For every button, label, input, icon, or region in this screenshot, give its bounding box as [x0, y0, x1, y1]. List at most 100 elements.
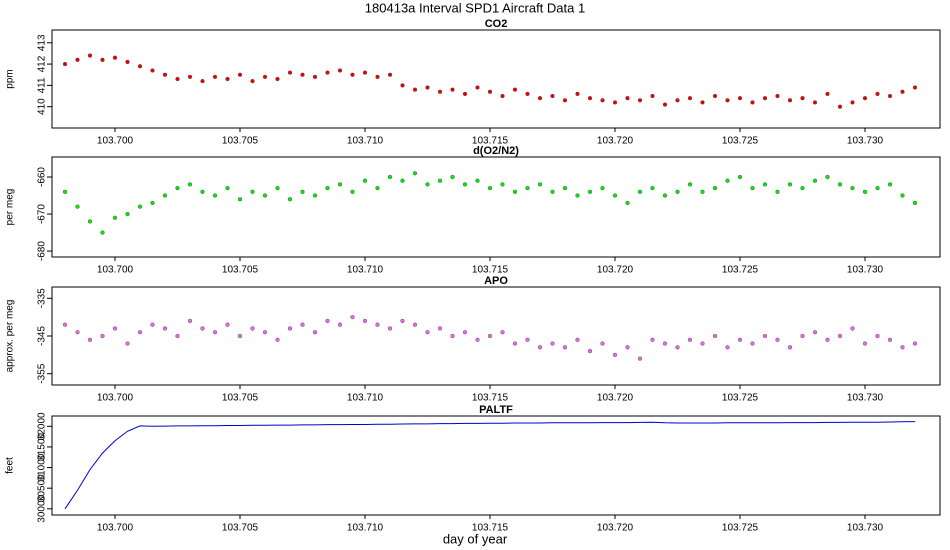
data-point: [312, 330, 318, 335]
data-point: [912, 85, 918, 90]
data-point: [775, 337, 780, 342]
data-point: [312, 74, 318, 79]
data-point: [125, 59, 130, 65]
data-point: [362, 178, 368, 183]
x-tick-label: 103.700: [97, 393, 134, 404]
data-point: [912, 341, 918, 346]
x-tick-label: 103.705: [222, 523, 259, 534]
y-tick-label: 411: [37, 77, 48, 93]
x-tick-label: 103.705: [222, 393, 259, 404]
y-tick-label: 413: [37, 34, 48, 51]
y-tick-label: 31500: [37, 433, 48, 461]
data-point: [775, 93, 780, 99]
data-point: [637, 98, 643, 103]
data-point: [625, 96, 630, 101]
x-tick-label: 103.730: [847, 523, 884, 534]
data-point: [625, 200, 630, 206]
data-point: [825, 91, 830, 97]
data-point: [812, 178, 818, 183]
data-point: [325, 186, 330, 191]
data-point: [750, 186, 755, 191]
data-point: [462, 182, 468, 187]
data-point: [600, 341, 605, 346]
data-point: [212, 330, 218, 335]
data-point: [400, 178, 405, 183]
data-point: [212, 74, 218, 79]
data-point: [687, 96, 693, 101]
y-tick-label: 412: [37, 55, 48, 72]
data-point: [675, 189, 680, 194]
data-point: [262, 74, 268, 79]
data-point: [487, 89, 493, 94]
data-point: [400, 318, 405, 324]
data-point: [225, 76, 230, 82]
data-point: [375, 322, 380, 327]
x-tick-label: 103.705: [222, 265, 259, 276]
data-point: [525, 337, 530, 342]
data-point: [887, 182, 893, 187]
data-point: [837, 333, 843, 339]
data-point: [587, 96, 593, 101]
data-point: [75, 57, 80, 62]
x-tick-label: 103.715: [472, 136, 509, 147]
data-point: [637, 356, 643, 361]
data-point: [462, 330, 468, 335]
data-point: [175, 76, 180, 82]
data-point: [600, 186, 605, 191]
data-point: [125, 341, 130, 346]
y-tick-label: -355: [37, 363, 48, 383]
data-point: [487, 333, 493, 339]
data-point: [850, 186, 855, 191]
data-point: [175, 186, 180, 191]
data-point: [850, 100, 855, 105]
data-point: [725, 98, 730, 103]
data-point: [425, 85, 430, 90]
data-point: [575, 193, 580, 198]
data-point: [900, 193, 905, 198]
data-point: [787, 345, 793, 350]
data-point: [675, 345, 680, 350]
data-point: [450, 174, 455, 180]
data-point: [112, 215, 118, 220]
data-point: [287, 197, 293, 202]
data-point: [750, 100, 755, 105]
data-point: [425, 330, 430, 335]
data-point: [162, 326, 168, 331]
data-point: [662, 193, 668, 198]
data-point: [275, 186, 280, 191]
data-point: [900, 345, 905, 350]
data-point: [650, 93, 655, 99]
data-point: [862, 96, 868, 101]
data-point: [362, 70, 368, 75]
data-point: [275, 337, 280, 342]
data-point: [675, 98, 680, 103]
data-point: [262, 330, 268, 335]
data-line: [64, 421, 916, 510]
data-point: [512, 189, 518, 194]
data-point: [87, 219, 93, 224]
data-point: [687, 337, 693, 342]
x-tick-label: 103.710: [347, 265, 384, 276]
panel-title: d(O2/N2): [473, 145, 519, 157]
data-point: [700, 100, 705, 105]
data-point: [800, 333, 805, 339]
data-point: [150, 322, 155, 327]
plot-frame: [51, 286, 941, 386]
data-point: [200, 189, 205, 194]
y-tick-label: -680: [37, 241, 48, 261]
data-point: [737, 174, 743, 180]
x-tick-label: 103.725: [722, 136, 759, 147]
data-point: [87, 53, 93, 58]
data-point: [162, 72, 168, 77]
x-tick-label: 103.730: [847, 265, 884, 276]
data-point: [737, 96, 743, 101]
y-axis-label: approx. per meg: [5, 300, 16, 373]
panel-title: PALTF: [479, 404, 513, 416]
data-point: [612, 100, 618, 105]
data-point: [387, 174, 393, 180]
data-point: [425, 182, 430, 187]
data-point: [112, 55, 118, 60]
data-point: [500, 330, 505, 335]
data-point: [312, 193, 318, 198]
